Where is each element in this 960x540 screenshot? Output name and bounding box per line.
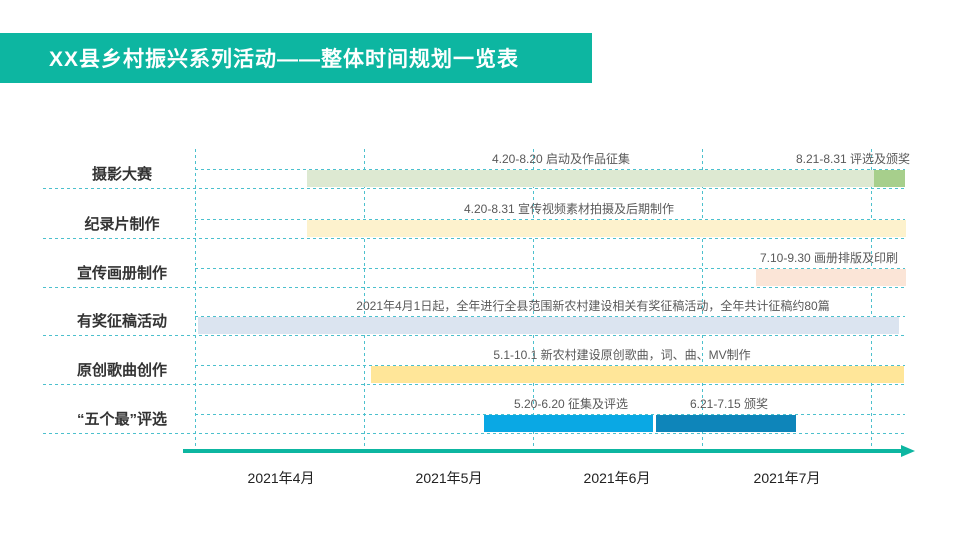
bar-annotation: 4.20-8.20 启动及作品征集 xyxy=(491,152,631,166)
gridline-vertical xyxy=(195,149,196,452)
gantt-bar xyxy=(484,415,653,432)
row-subline xyxy=(195,414,905,415)
row-label: 摄影大赛 xyxy=(91,166,152,183)
axis-month-label: 2021年6月 xyxy=(583,470,651,486)
row-label: 有奖征稿活动 xyxy=(76,313,167,330)
row-subline xyxy=(195,365,905,366)
row-label: 宣传画册制作 xyxy=(76,265,167,282)
row-subline xyxy=(195,169,905,170)
timeline-axis xyxy=(183,449,901,453)
bar-annotation: 5.20-6.20 征集及评选 xyxy=(513,397,629,411)
row-separator xyxy=(43,433,905,434)
gridline-vertical xyxy=(364,149,365,452)
gridline-vertical xyxy=(702,149,703,452)
gantt-bar xyxy=(874,170,905,187)
row-subline xyxy=(195,218,905,220)
axis-month-label: 2021年5月 xyxy=(415,470,483,486)
bar-annotation: 2021年4月1日起，全年进行全县范围新农村建设相关有奖征稿活动，全年共计征稿约… xyxy=(356,299,830,313)
slide-title: XX县乡村振兴系列活动——整体时间规划一览表 xyxy=(49,48,520,71)
bar-annotation: 4.20-8.31 宣传视频素材拍摄及后期制作 xyxy=(463,201,675,216)
row-separator xyxy=(43,287,905,288)
row-separator xyxy=(43,237,905,239)
axis-month-label: 2021年4月 xyxy=(247,470,315,486)
row-separator xyxy=(43,384,905,385)
gantt-bar xyxy=(307,219,906,237)
bar-annotation: 8.21-8.31 评选及颁奖 xyxy=(795,152,911,166)
gantt-bar xyxy=(307,170,874,187)
row-label: 原创歌曲创作 xyxy=(76,362,167,379)
gridline-vertical xyxy=(533,149,534,452)
row-label: 纪录片制作 xyxy=(84,215,160,233)
gridline-vertical xyxy=(871,149,872,452)
row-subline xyxy=(195,316,905,317)
row-subline xyxy=(195,268,905,269)
row-separator xyxy=(43,335,905,336)
axis-month-label: 2021年7月 xyxy=(753,470,821,486)
gantt-bar xyxy=(198,317,899,334)
bar-annotation: 7.10-9.30 画册排版及印刷 xyxy=(759,251,899,265)
row-label: “五个最”评选 xyxy=(76,411,167,428)
row-separator xyxy=(43,188,905,189)
gantt-bar xyxy=(371,366,904,383)
gantt-bar xyxy=(656,415,796,432)
gantt-bar xyxy=(756,269,906,286)
title-banner: XX县乡村振兴系列活动——整体时间规划一览表 xyxy=(0,33,592,83)
bar-annotation: 6.21-7.15 颁奖 xyxy=(689,397,769,411)
timeline-axis-arrowhead xyxy=(901,445,915,457)
bar-annotation: 5.1-10.1 新农村建设原创歌曲，词、曲、MV制作 xyxy=(493,348,751,362)
